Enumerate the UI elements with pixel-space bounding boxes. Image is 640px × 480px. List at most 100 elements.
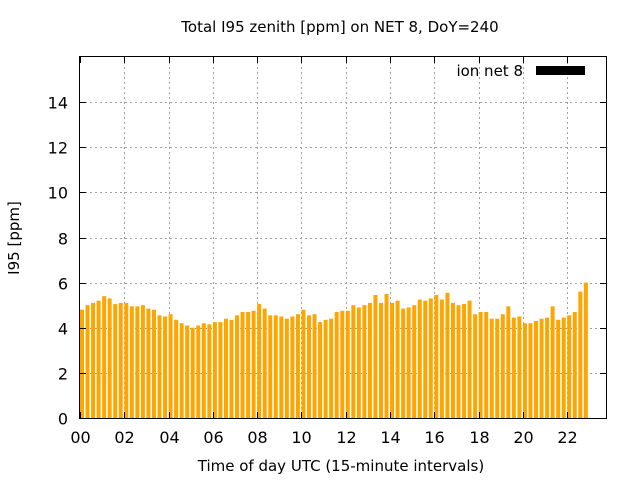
bar: [229, 319, 234, 418]
bar: [146, 308, 151, 418]
x-tick-label: 22: [557, 428, 577, 447]
x-tick-label: 16: [424, 428, 444, 447]
bar: [102, 296, 107, 418]
bar: [179, 323, 184, 418]
bar: [262, 308, 267, 418]
bar: [484, 311, 489, 418]
bar: [517, 316, 522, 418]
bar: [489, 318, 494, 418]
bar: [417, 299, 422, 418]
bar: [307, 315, 311, 418]
bar: [284, 318, 289, 418]
bar: [384, 293, 389, 418]
bar: [467, 300, 472, 418]
bar: [140, 305, 145, 418]
bar: [395, 300, 400, 418]
y-tick-label: 12: [48, 139, 68, 158]
bar: [362, 305, 367, 418]
bar: [423, 300, 428, 418]
bar: [246, 311, 251, 418]
bar: [113, 304, 118, 418]
bar: [578, 291, 583, 418]
bar: [500, 314, 505, 418]
bar: [235, 315, 240, 418]
bar: [301, 309, 306, 418]
bar: [218, 322, 223, 418]
bar: [473, 314, 478, 418]
x-tick-label: 06: [203, 428, 223, 447]
legend: ion net 8: [456, 62, 585, 80]
bar: [367, 302, 372, 418]
bar: [273, 315, 278, 418]
bar: [445, 292, 450, 418]
bar: [522, 323, 527, 418]
bar: [401, 308, 406, 418]
x-tick-label: 04: [159, 428, 179, 447]
bar: [91, 302, 96, 418]
bar: [174, 319, 179, 418]
bar: [157, 315, 162, 418]
bar: [96, 300, 101, 418]
bar: [456, 305, 461, 418]
y-tick-label: 4: [58, 320, 68, 339]
bar: [85, 305, 90, 418]
y-tick-label: 8: [58, 230, 68, 249]
y-tick-label: 0: [58, 410, 68, 429]
bar: [528, 323, 533, 418]
x-tick-label: 02: [114, 428, 134, 447]
bar: [511, 317, 516, 418]
bar: [240, 311, 245, 418]
bar: [356, 307, 361, 418]
bar: [556, 319, 561, 418]
bar: [163, 316, 168, 418]
bar: [151, 309, 156, 418]
bar: [572, 311, 577, 418]
bar: [378, 302, 383, 418]
bar: [345, 310, 350, 418]
bar: [450, 302, 455, 418]
x-axis-ticks: 00 02 04 06 08 10 12 14 16 18 20 22: [70, 57, 578, 447]
bars: [80, 282, 588, 419]
bar: [462, 304, 467, 418]
bar: [124, 302, 129, 418]
y-tick-label: 6: [58, 275, 68, 294]
y-axis-title: I95 [ppm]: [5, 201, 23, 275]
bar: [290, 316, 295, 418]
bar: [251, 310, 256, 418]
x-tick-label: 08: [247, 428, 267, 447]
x-tick-label: 20: [513, 428, 533, 447]
legend-swatch: [536, 66, 585, 75]
legend-label: ion net 8: [456, 62, 523, 80]
bar: [201, 323, 206, 418]
x-tick-label: 10: [291, 428, 311, 447]
bar: [329, 318, 334, 418]
bar: [80, 309, 84, 418]
bar: [129, 306, 134, 418]
bar: [583, 282, 588, 419]
bar: [323, 319, 328, 418]
bar: [334, 311, 339, 418]
chart-title: Total I95 zenith [ppm] on NET 8, DoY=240: [180, 18, 498, 36]
bar: [534, 320, 539, 418]
plot-frame: [79, 56, 607, 419]
bar: [561, 317, 566, 418]
bar: [567, 315, 572, 418]
bar: [279, 316, 284, 418]
bar: [212, 322, 217, 418]
bar: [318, 322, 323, 418]
bar: [478, 311, 483, 418]
y-tick-label: 14: [48, 94, 68, 113]
x-tick-label: 14: [380, 428, 400, 447]
bar: [295, 314, 300, 418]
y-tick-label: 2: [58, 365, 68, 384]
x-tick-label: 00: [70, 428, 90, 447]
bar: [351, 305, 356, 418]
bar: [539, 318, 544, 418]
bar: [340, 310, 345, 418]
bar: [118, 302, 123, 418]
bar: [312, 314, 317, 418]
bar: [434, 295, 439, 418]
bar: [135, 306, 140, 418]
y-tick-label: 10: [48, 184, 68, 203]
